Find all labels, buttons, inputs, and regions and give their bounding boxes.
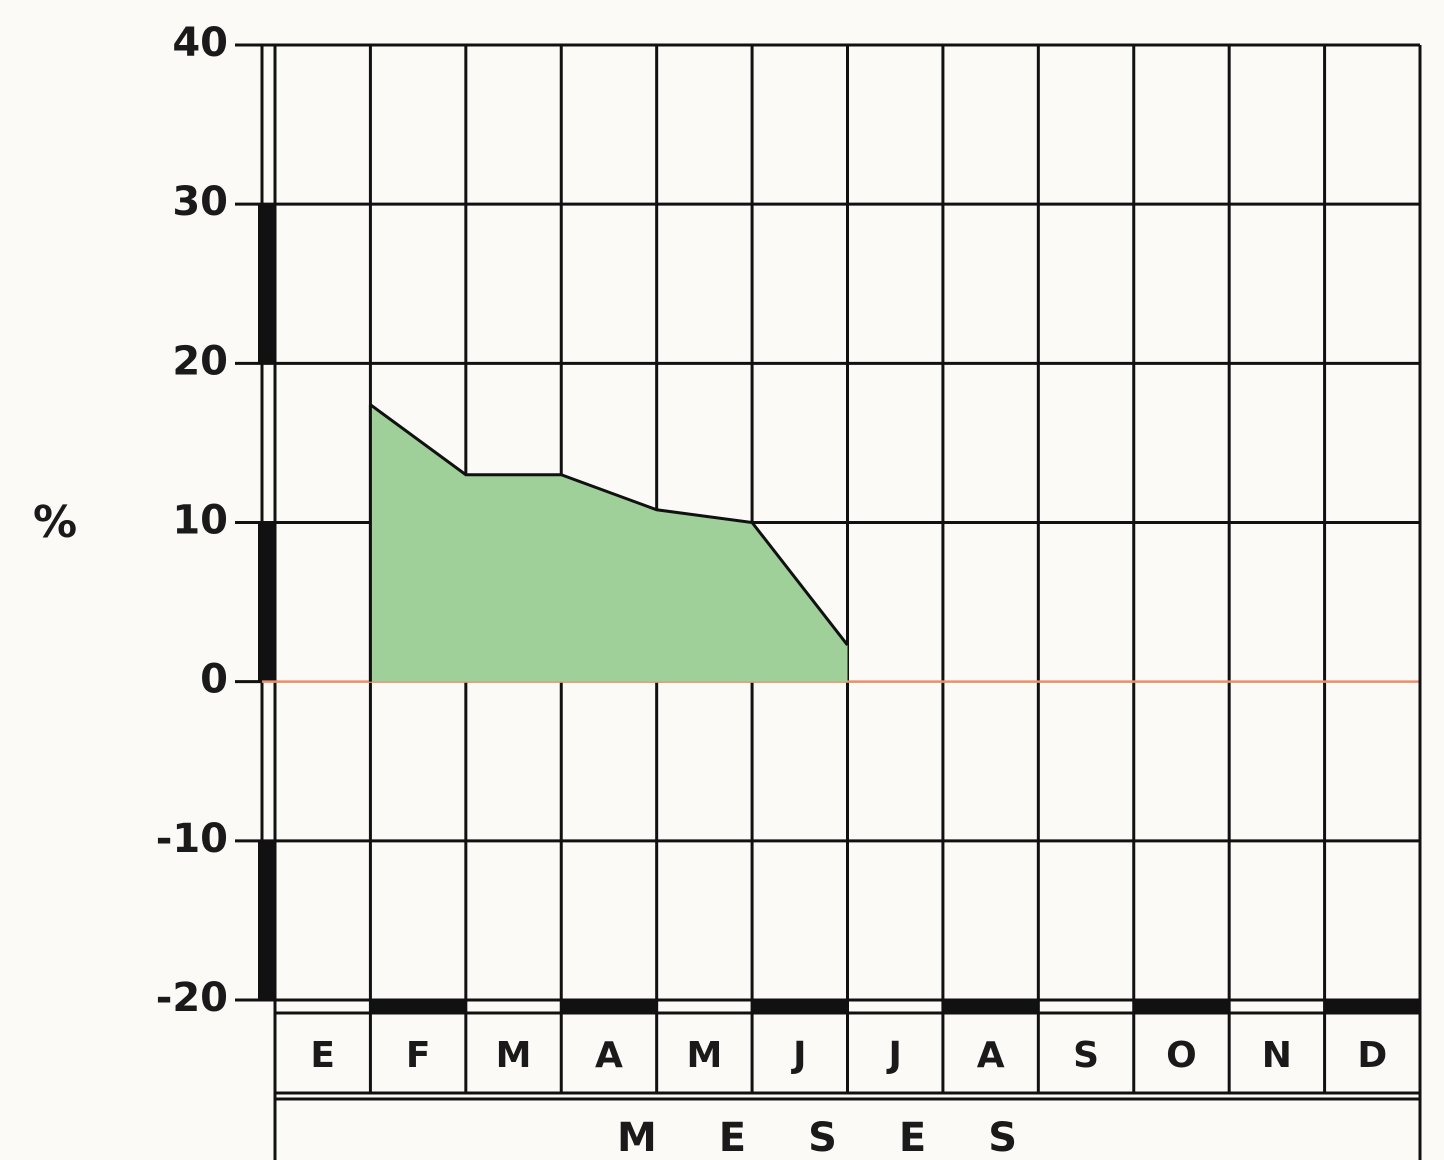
axis-band: [258, 204, 276, 364]
x-tick-label: N: [1262, 1035, 1292, 1076]
month-band: [1324, 1001, 1420, 1013]
y-tick-label: 10: [172, 498, 228, 544]
x-tick-label: J: [790, 1035, 806, 1076]
area-line: [369, 403, 849, 646]
x-tick-label: O: [1166, 1035, 1197, 1076]
x-tick-label: D: [1357, 1035, 1387, 1076]
axis-band: [258, 840, 276, 1000]
y-axis-label: %: [33, 497, 77, 548]
x-tick-label: A: [977, 1035, 1005, 1076]
axis-band: [258, 522, 276, 682]
x-tick-label: M: [686, 1035, 722, 1076]
month-band: [370, 1001, 466, 1013]
x-axis-label: MESES: [617, 1115, 1079, 1160]
month-band: [752, 1001, 848, 1013]
x-tick-label: S: [1073, 1035, 1099, 1076]
x-tick-label: J: [886, 1035, 902, 1076]
y-tick-label: 20: [172, 338, 228, 384]
x-tick-label: A: [595, 1035, 623, 1076]
x-tick-label: E: [310, 1035, 335, 1076]
month-band: [561, 1001, 657, 1013]
y-tick-label: 30: [172, 179, 228, 225]
y-tick-label: 40: [172, 20, 228, 66]
area-fill: [370, 404, 848, 682]
x-tick-label: M: [496, 1035, 532, 1076]
x-tick-label: F: [406, 1035, 431, 1076]
month-band: [942, 1001, 1039, 1013]
y-tick-label: -20: [156, 975, 228, 1021]
month-band: [1133, 1001, 1230, 1013]
y-tick-label: 0: [200, 657, 228, 703]
y-tick-label: -10: [156, 816, 228, 862]
